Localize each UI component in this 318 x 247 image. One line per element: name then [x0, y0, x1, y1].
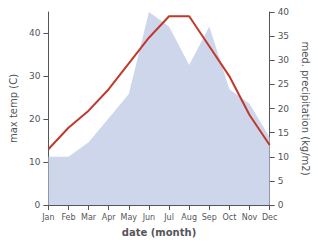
svg-text:Feb: Feb: [61, 213, 75, 222]
svg-text:40: 40: [29, 28, 41, 38]
svg-text:20: 20: [29, 114, 41, 124]
svg-text:Mar: Mar: [81, 213, 97, 222]
svg-text:30: 30: [278, 55, 290, 65]
svg-text:Oct: Oct: [222, 213, 236, 222]
svg-text:Aug: Aug: [181, 213, 197, 222]
svg-text:0: 0: [278, 200, 284, 210]
svg-text:Jan: Jan: [41, 213, 54, 222]
svg-text:30: 30: [29, 71, 41, 81]
svg-text:35: 35: [278, 31, 289, 41]
svg-text:10: 10: [278, 152, 290, 162]
svg-text:Jul: Jul: [163, 213, 174, 222]
svg-text:15: 15: [278, 128, 289, 138]
svg-text:date (month): date (month): [122, 227, 196, 238]
svg-text:Dec: Dec: [262, 213, 277, 222]
svg-text:Sep: Sep: [202, 213, 217, 222]
svg-text:Jun: Jun: [142, 213, 156, 222]
svg-text:20: 20: [278, 104, 290, 114]
svg-text:med. precipitation (kg/m2): med. precipitation (kg/m2): [300, 41, 311, 175]
svg-text:25: 25: [278, 79, 289, 89]
svg-text:Nov: Nov: [242, 213, 258, 222]
svg-text:max temp (C): max temp (C): [8, 74, 19, 143]
svg-text:0: 0: [35, 200, 41, 210]
svg-text:May: May: [121, 213, 138, 222]
svg-text:Apr: Apr: [102, 213, 117, 222]
svg-text:40: 40: [278, 7, 290, 17]
svg-text:10: 10: [29, 157, 41, 167]
svg-text:5: 5: [278, 176, 284, 186]
